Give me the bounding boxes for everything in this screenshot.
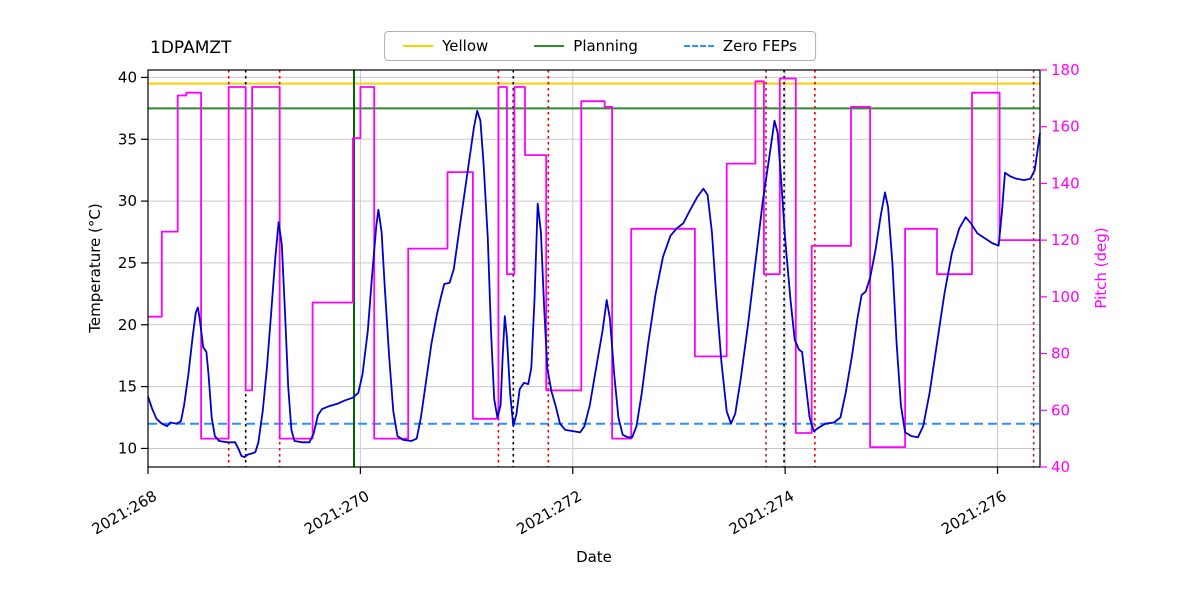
x-tick-label: 2021:276 (938, 487, 1009, 539)
y-tick-label-right: 80 (1051, 345, 1070, 363)
y-tick-label-left: 35 (118, 130, 137, 148)
y-tick-label-left: 10 (118, 439, 137, 457)
chart-title: 1DPAMZT (150, 38, 232, 58)
y-tick-label-left: 30 (118, 192, 137, 210)
x-tick-label: 2021:270 (301, 487, 372, 539)
y-tick-label-left: 25 (118, 254, 137, 272)
gridlines (147, 70, 1040, 467)
legend-label-yellow: Yellow (442, 37, 489, 55)
planning-line-sample (534, 45, 565, 47)
temperature-series (147, 109, 1041, 459)
pitch-series (148, 77, 1040, 449)
legend-item-zero-feps: Zero FEPs (683, 37, 797, 55)
x-tick-label: 2021:274 (726, 487, 797, 539)
yellow-line-sample (403, 45, 434, 47)
y-tick-label-right: 100 (1051, 288, 1080, 306)
y-tick-label-right: 60 (1051, 401, 1070, 419)
y-axis-label-right: Pitch (deg) (1092, 227, 1110, 309)
y-tick-label-right: 180 (1051, 61, 1080, 79)
y-tick-label-left: 40 (118, 68, 137, 86)
legend-label-zero-feps: Zero FEPs (722, 37, 797, 55)
y-tick-label-left: 15 (118, 378, 137, 396)
zero-feps-line-sample (683, 45, 714, 47)
y-tick-label-right: 140 (1051, 174, 1080, 192)
y-axis-label-left: Temperature (°C) (86, 203, 104, 333)
x-axis-label: Date (576, 548, 612, 566)
plot-border (147, 69, 1041, 468)
legend-item-planning: Planning (534, 37, 638, 55)
legend-item-yellow: Yellow (403, 37, 488, 55)
y-tick-label-left: 20 (118, 316, 137, 334)
y-tick-label-right: 120 (1051, 231, 1080, 249)
legend-label-planning: Planning (573, 37, 638, 55)
legend: Yellow Planning Zero FEPs (384, 31, 816, 61)
limit-lines (148, 82, 1040, 425)
x-tick-label: 2021:272 (514, 487, 585, 539)
y-tick-label-right: 160 (1051, 118, 1080, 136)
y-tick-label-right: 40 (1051, 458, 1070, 476)
x-tick-label: 2021:268 (89, 487, 160, 539)
